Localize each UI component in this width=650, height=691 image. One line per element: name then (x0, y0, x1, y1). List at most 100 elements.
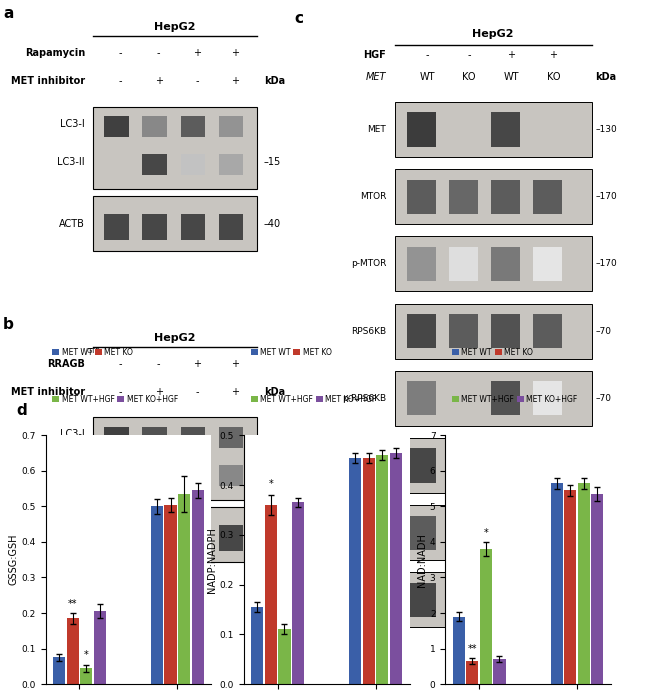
Text: –130: –130 (595, 125, 617, 134)
Text: +: + (231, 387, 239, 397)
Bar (395, 169, 592, 225)
Bar (104, 214, 129, 240)
Text: -: - (119, 387, 122, 397)
Bar (491, 583, 520, 617)
Text: +: + (231, 359, 239, 368)
Bar (491, 113, 520, 146)
Text: kDa: kDa (595, 72, 616, 82)
Text: -: - (467, 50, 471, 60)
Bar (93, 507, 257, 562)
Bar (395, 572, 592, 627)
Bar (491, 381, 520, 415)
Bar (491, 247, 520, 281)
Bar (533, 314, 562, 348)
Y-axis label: NADP:NADPH: NADP:NADPH (207, 527, 217, 593)
Bar (448, 180, 478, 214)
Text: b: b (3, 317, 14, 332)
Text: kDa: kDa (264, 387, 285, 397)
Bar (181, 214, 205, 240)
Text: +: + (549, 50, 558, 60)
Bar (533, 583, 562, 617)
Text: ACTB: ACTB (59, 218, 85, 229)
Bar (93, 196, 257, 251)
Text: –70: –70 (595, 327, 612, 336)
Text: **: ** (467, 644, 477, 654)
Text: HepG2: HepG2 (473, 28, 514, 39)
Text: MET: MET (365, 72, 386, 82)
Bar (407, 113, 436, 146)
Bar (192, 491, 203, 684)
Text: WT: WT (504, 72, 519, 82)
Bar (252, 607, 263, 684)
Bar (466, 661, 478, 684)
Bar (181, 427, 205, 448)
Text: HepG2: HepG2 (154, 333, 196, 343)
Bar (407, 448, 436, 482)
Text: +: + (231, 48, 239, 57)
Text: –40: –40 (264, 529, 281, 540)
Bar (142, 465, 167, 486)
Text: MET inhibitor: MET inhibitor (11, 76, 85, 86)
Text: HepG2: HepG2 (154, 22, 196, 32)
Bar (491, 180, 520, 214)
Bar (142, 427, 167, 448)
Bar (491, 448, 520, 482)
Text: –70: –70 (595, 394, 612, 403)
Text: +: + (155, 76, 162, 86)
Text: LC3-II: LC3-II (57, 157, 85, 167)
Bar (181, 525, 205, 551)
Bar (93, 417, 257, 500)
Bar (151, 507, 163, 684)
Text: –40: –40 (595, 596, 611, 605)
Bar (104, 116, 129, 137)
Bar (407, 381, 436, 415)
Y-axis label: GSSG:GSH: GSSG:GSH (8, 534, 19, 585)
Text: LC3-I: LC3-I (60, 119, 85, 129)
Text: +: + (508, 50, 515, 60)
Bar (395, 236, 592, 292)
Text: –15: –15 (264, 157, 281, 167)
Bar (407, 247, 436, 281)
Bar (448, 583, 478, 617)
Bar (395, 371, 592, 426)
Text: -: - (119, 48, 122, 57)
Bar (533, 448, 562, 482)
Bar (53, 657, 65, 684)
Text: -: - (195, 387, 199, 397)
Text: –40: –40 (264, 218, 281, 229)
Bar (219, 214, 243, 240)
Bar (142, 116, 167, 137)
Bar (363, 457, 375, 684)
Text: p-EIF4EBP1: p-EIF4EBP1 (335, 528, 386, 537)
Bar (80, 668, 92, 684)
Bar (395, 303, 592, 359)
Bar (265, 505, 277, 684)
Text: *: * (84, 650, 88, 661)
Bar (480, 549, 492, 684)
Text: *: * (268, 479, 273, 489)
Bar (164, 504, 177, 684)
Text: +: + (193, 48, 201, 57)
Text: –170: –170 (595, 192, 617, 201)
Bar (448, 314, 478, 348)
Bar (66, 618, 79, 684)
Bar (395, 438, 592, 493)
Bar (533, 180, 562, 214)
Bar (491, 515, 520, 550)
Bar (292, 502, 304, 684)
Bar (219, 116, 243, 137)
Text: *: * (484, 528, 488, 538)
Text: EIF4EBP1: EIF4EBP1 (344, 461, 386, 470)
Text: KO: KO (547, 72, 560, 82)
Bar (219, 525, 243, 551)
Bar (453, 616, 465, 684)
Bar (376, 455, 389, 684)
Text: +: + (231, 76, 239, 86)
Bar (181, 465, 205, 486)
Bar (564, 491, 577, 684)
Text: -: - (157, 48, 161, 57)
Text: -: - (426, 50, 429, 60)
Text: MTOR: MTOR (359, 192, 386, 201)
Bar (592, 494, 603, 684)
Bar (491, 314, 520, 348)
